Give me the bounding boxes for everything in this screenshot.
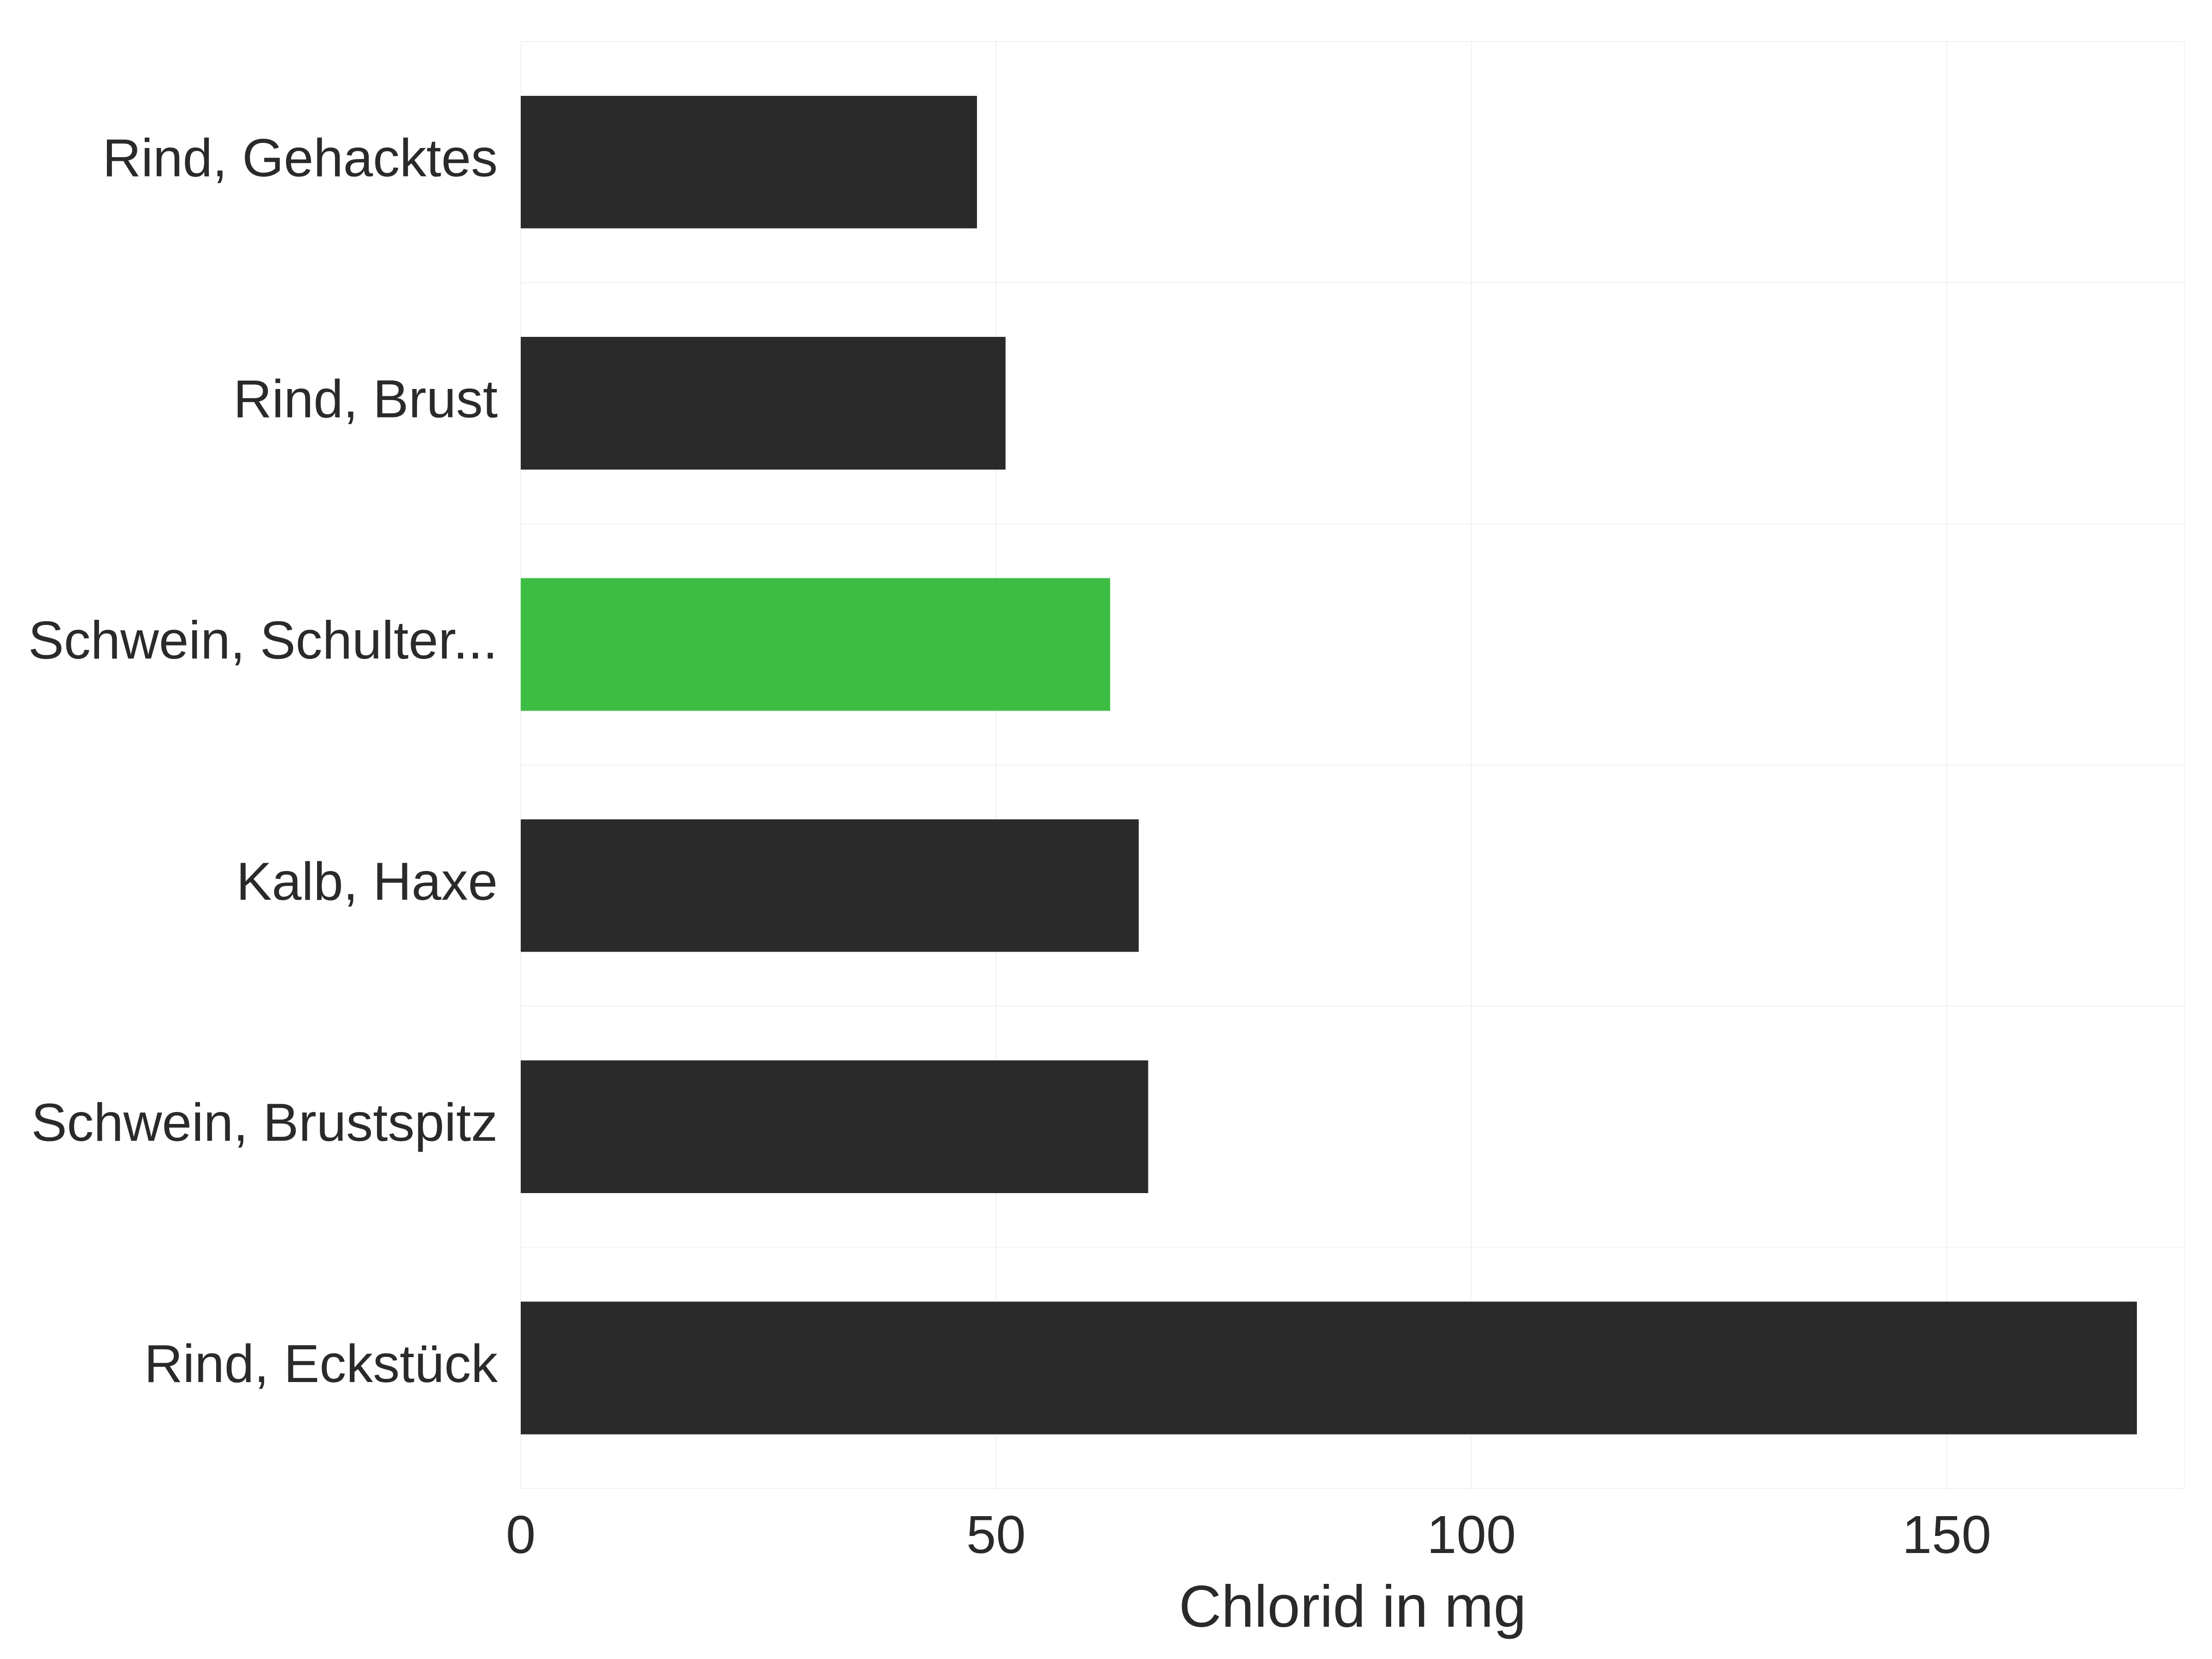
y-tick-label: Schwein, Schulter... [28,610,498,670]
x-tick-label: 150 [1902,1505,1992,1565]
x-tick-label: 100 [1427,1505,1516,1565]
chart-container: Rind, Gehacktes Rind, Brust Schwein, Schul… [0,0,2212,1659]
bar [521,96,977,229]
bar-chart: Rind, Gehacktes Rind, Brust Schwein, Schul… [0,0,2212,1659]
bar [521,337,1006,470]
bar [521,819,1139,952]
y-tick-label: Rind, Brust [233,369,498,429]
x-tick-label: 50 [966,1505,1026,1565]
y-tick-label: Rind, Gehacktes [102,128,498,188]
bar [521,1060,1148,1193]
y-tick-label: Kalb, Haxe [236,851,498,911]
y-tick-label: Rind, Eckstück [144,1334,498,1394]
x-tick-label: 0 [506,1505,536,1565]
bar [521,1301,2137,1434]
bar [521,578,1110,711]
y-tick-label: Schwein, Brustspitz [31,1093,498,1153]
x-axis-label: Chlorid in mg [1179,1574,1526,1640]
